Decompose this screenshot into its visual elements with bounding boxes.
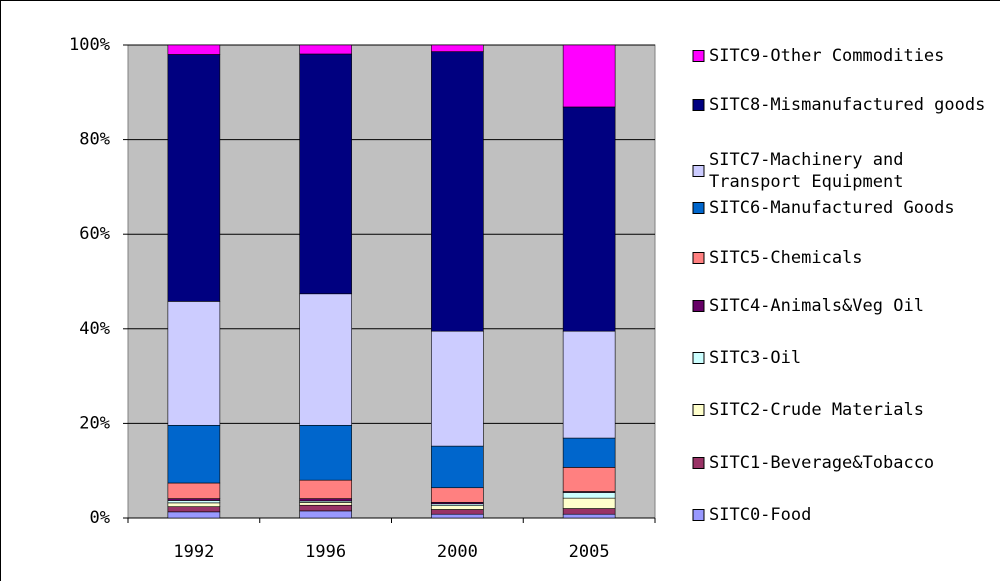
bar-segment <box>167 54 221 302</box>
bar-segment <box>431 487 484 503</box>
y-tick-label: 0% <box>90 508 110 528</box>
bar-segment <box>431 44 484 52</box>
bar-segment <box>562 492 616 499</box>
legend-swatch <box>692 457 705 469</box>
x-tick-label: 1996 <box>305 542 346 562</box>
bar-segment <box>431 513 484 519</box>
x-tick-label: 2000 <box>437 542 478 562</box>
bar-segment <box>167 502 221 507</box>
legend-label: SITC4-Animals&Veg Oil <box>709 296 924 316</box>
bar-segment <box>562 513 616 519</box>
legend-swatch <box>692 99 705 111</box>
bar-segment <box>167 44 221 55</box>
legend-label: SITC9-Other Commodities <box>709 46 945 66</box>
x-tick-label: 2005 <box>569 542 610 562</box>
bar-segment <box>562 467 616 492</box>
bar-segment <box>299 424 352 481</box>
legend-swatch <box>692 300 705 312</box>
legend-swatch <box>692 165 705 177</box>
legend-swatch <box>692 352 705 364</box>
legend-label: SITC7-Machinery and Transport Equipment <box>709 150 904 192</box>
bar-segment <box>299 44 352 55</box>
bar-segment <box>562 330 616 439</box>
bar-segment <box>562 497 616 509</box>
bar-segment <box>167 500 221 504</box>
bar-segment <box>562 508 616 515</box>
bar-segment <box>299 53 352 295</box>
bar-segment <box>299 479 352 499</box>
legend-label: SITC1-Beverage&Tobacco <box>709 453 935 473</box>
bar-segment <box>299 293 352 426</box>
legend-label: SITC2-Crude Materials <box>709 400 924 420</box>
bar-segment <box>431 505 484 510</box>
legend-label: SITC0-Food <box>709 505 812 525</box>
bar-segment <box>167 511 221 519</box>
bar-segment <box>431 509 484 515</box>
legend-swatch <box>692 202 705 214</box>
legend-swatch <box>692 404 705 416</box>
legend-label: SITC5-Chemicals <box>709 248 863 268</box>
bar-segment <box>167 506 221 513</box>
legend-label: SITC3-Oil <box>709 348 802 368</box>
legend-label: SITC6-Manufactured Goods <box>709 198 955 218</box>
bar-segment <box>562 44 616 108</box>
legend-swatch <box>692 252 705 264</box>
bar-segment <box>299 498 352 502</box>
legend-swatch <box>692 50 705 62</box>
y-tick-label: 60% <box>79 224 110 244</box>
y-tick-label: 100% <box>69 35 110 55</box>
bar-segment <box>299 502 352 506</box>
bar-segment <box>299 510 352 519</box>
bar-segment <box>431 330 484 447</box>
y-tick-label: 40% <box>79 319 110 339</box>
legend-swatch <box>692 509 705 521</box>
bar-segment <box>167 301 221 426</box>
legend-label: SITC8-Mismanufactured goods <box>709 95 986 115</box>
bar-segment <box>431 445 484 489</box>
bar-segment <box>167 424 221 484</box>
bar-segment <box>167 482 221 499</box>
bar-segment <box>299 504 352 512</box>
y-tick-label: 80% <box>79 130 110 150</box>
x-tick-label: 1992 <box>173 542 214 562</box>
bar-segment <box>431 51 484 332</box>
y-tick-label: 20% <box>79 413 110 433</box>
bar-segment <box>562 106 616 332</box>
bar-segment <box>562 437 616 468</box>
